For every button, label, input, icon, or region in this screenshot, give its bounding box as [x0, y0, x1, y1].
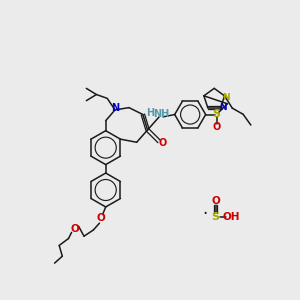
Text: S: S	[212, 212, 220, 222]
Text: O: O	[212, 196, 220, 206]
Text: O: O	[159, 138, 167, 148]
Text: O: O	[97, 214, 105, 224]
Text: ·: ·	[202, 205, 208, 223]
Text: O: O	[212, 122, 221, 132]
Text: S: S	[212, 109, 220, 119]
Text: NH: NH	[153, 109, 170, 119]
Text: O: O	[70, 224, 79, 233]
Text: N: N	[111, 103, 119, 113]
Text: H: H	[146, 108, 154, 118]
Text: OH: OH	[223, 212, 240, 222]
Text: N: N	[222, 93, 230, 102]
Text: N: N	[219, 103, 227, 112]
